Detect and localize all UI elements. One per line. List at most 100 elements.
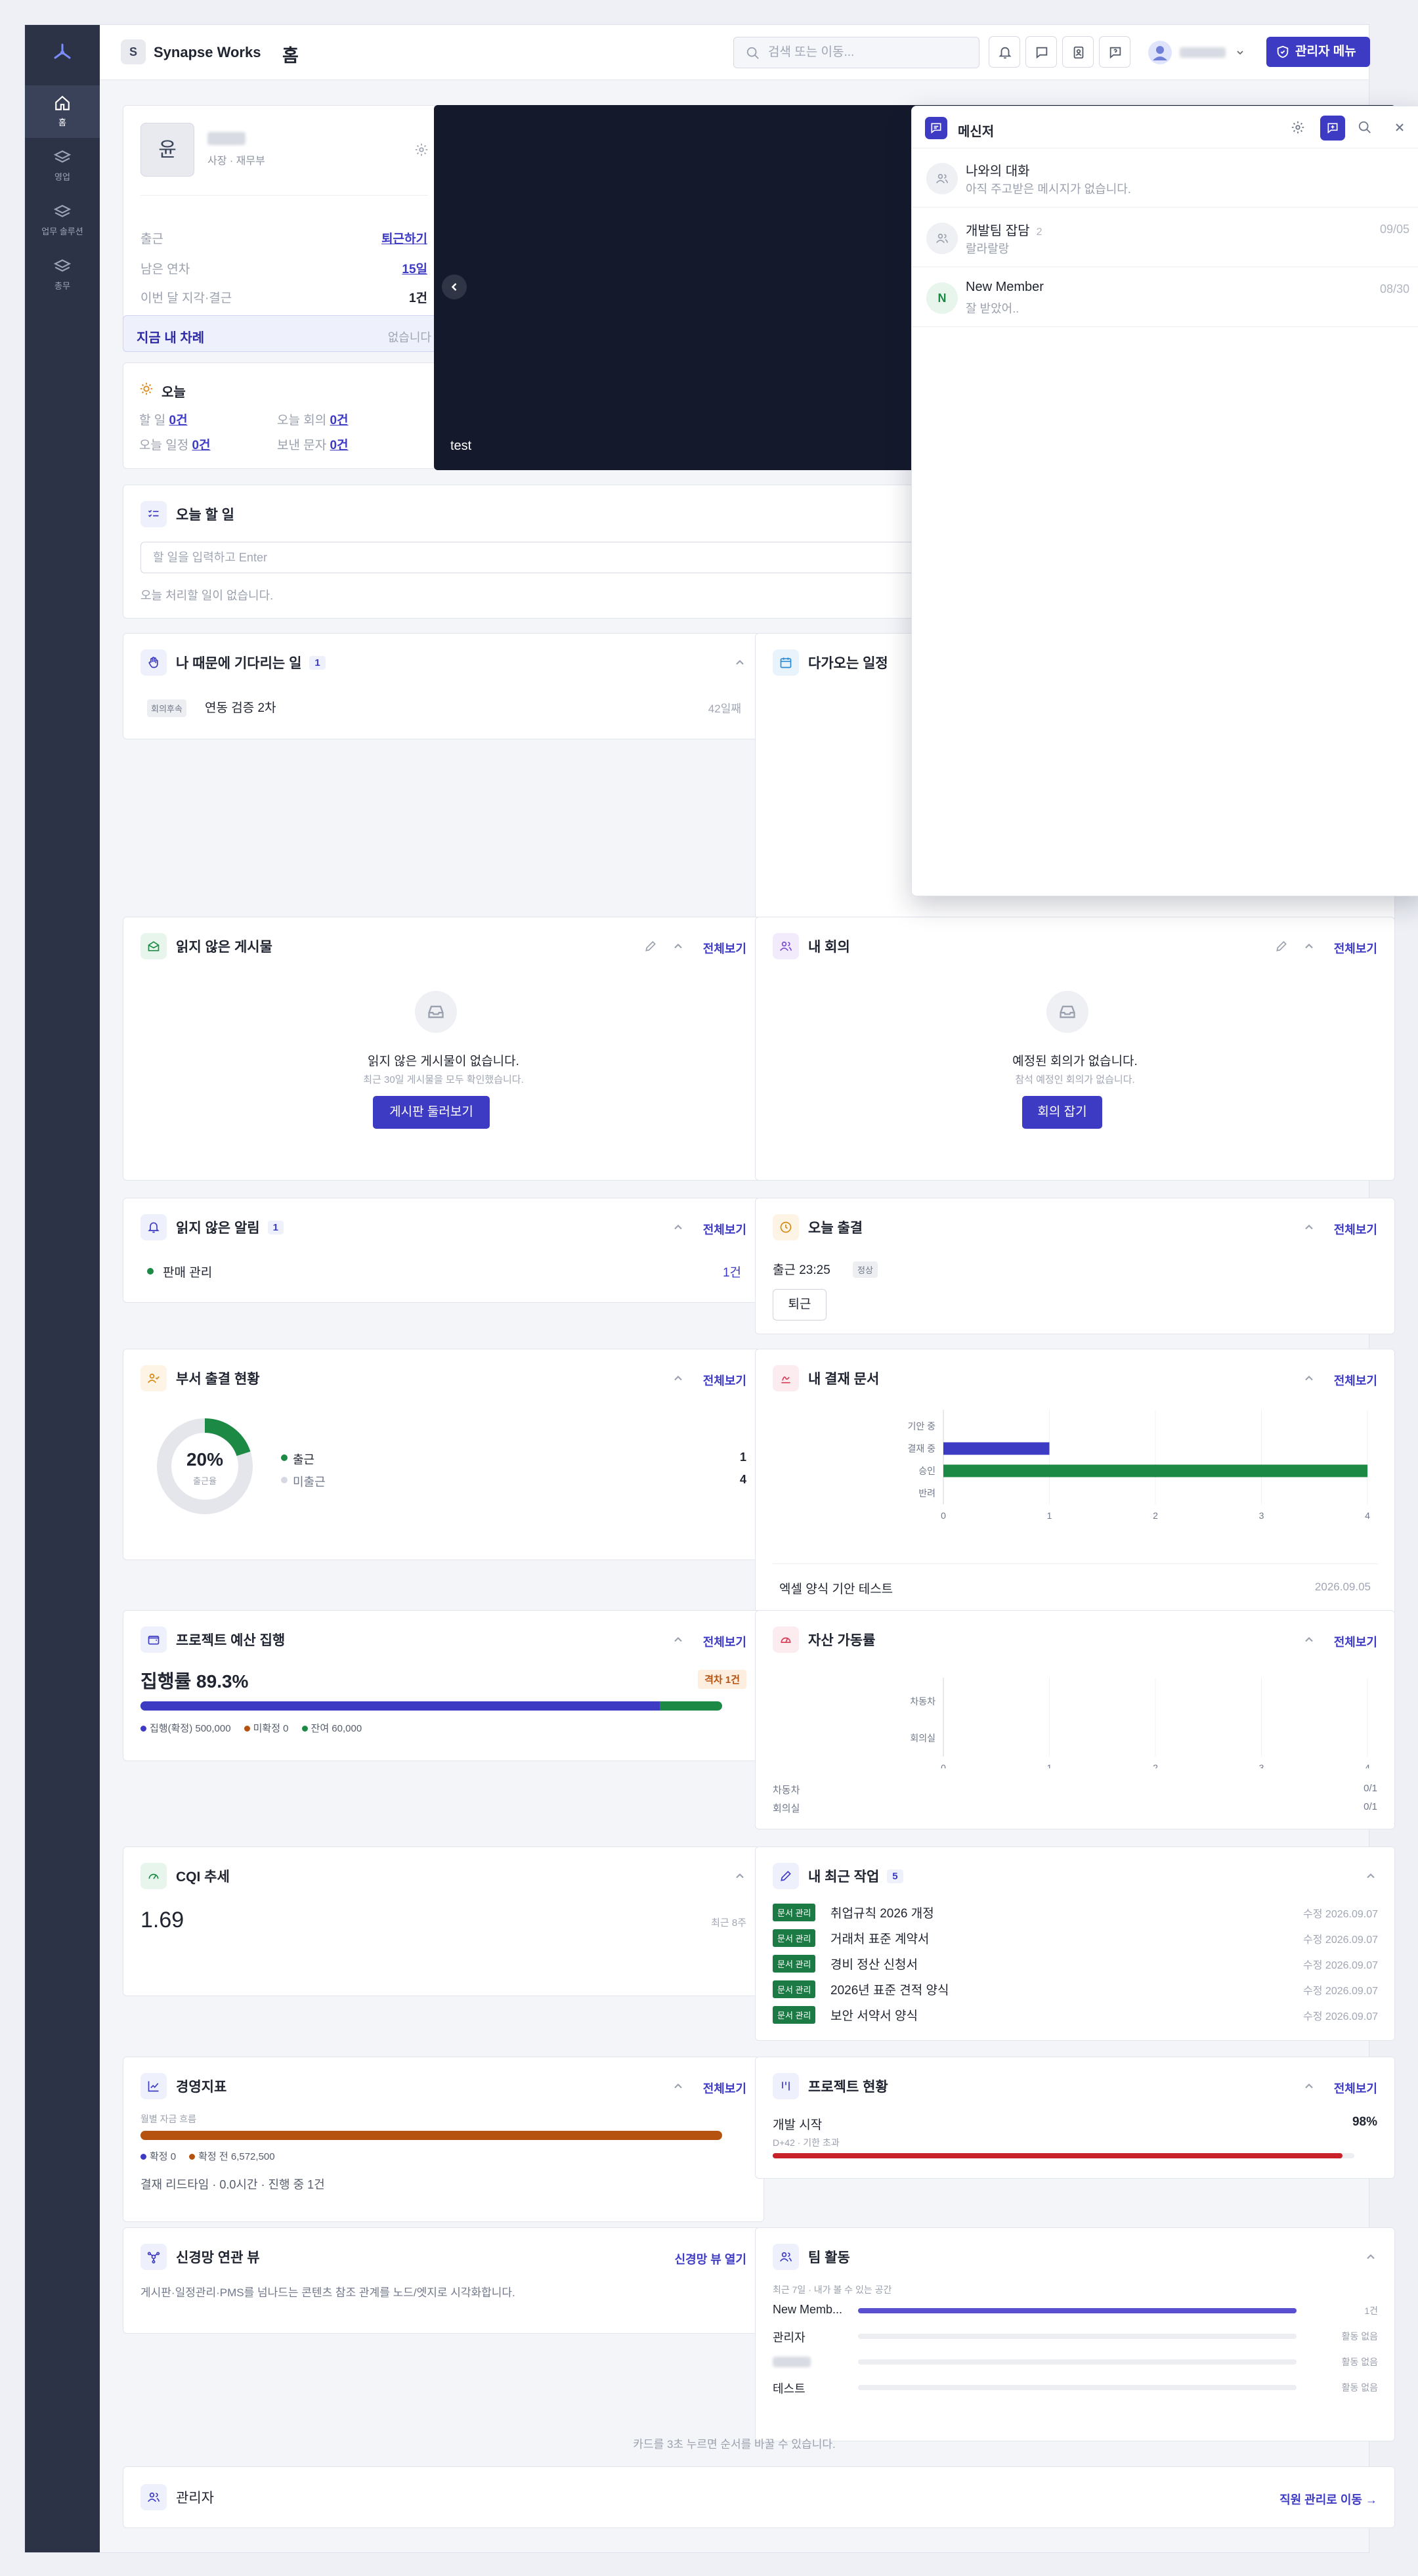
today-todo[interactable]: 할 일 0건 [139, 410, 188, 428]
project-name[interactable]: 개발 시작 [773, 2118, 823, 2132]
gear-icon[interactable] [414, 142, 429, 157]
today-sms-value[interactable]: 0건 [330, 439, 349, 452]
activity-value: 활동 없음 [1341, 2331, 1378, 2342]
collapse-icon[interactable] [672, 940, 685, 953]
admin-card: 관리자 직원 관리로 이동 → [123, 2466, 1395, 2528]
edit-icon[interactable] [644, 940, 657, 953]
workspace-badge[interactable]: S [121, 39, 146, 64]
messenger-panel: 메신저 나와의 대화 아직 주고받은 메시지가 없습니다. 개발팀 잡담 2 랄라랄랑 0… [911, 106, 1418, 896]
assets-card: 자산 가동률 전체보기 0 1 2 3 4 차동차 회의실 차동차 0/1 회의실 0/1 [755, 1610, 1395, 1829]
sidebar-item-work-solution[interactable]: 업무 솔루션 [25, 194, 100, 247]
projects-view-all[interactable]: 전체보기 [1333, 2082, 1377, 2095]
collapse-icon[interactable] [1302, 940, 1316, 953]
today-schedule[interactable]: 오늘 일정 0건 [139, 435, 211, 453]
y-tick-label: 회의실 [910, 1733, 935, 1743]
list-item[interactable]: 문서 관리 보안 서약서 양식 수정 2026.09.07 [773, 2005, 1378, 2024]
waiting-item-tag: 회의후속 [147, 699, 186, 717]
my-turn-bar[interactable]: 지금 내 차례 없습니다 [123, 315, 445, 352]
waiting-item[interactable]: 회의후속 연동 검증 2차 42일째 [147, 697, 741, 719]
sidebar-item-general-affairs[interactable]: 총무 [25, 249, 100, 301]
new-chat-icon [1327, 123, 1338, 134]
collapse-icon[interactable] [672, 1221, 685, 1234]
today-schedule-value[interactable]: 0건 [192, 439, 211, 452]
leave-days-link[interactable]: 15일 [402, 263, 427, 276]
contacts-button[interactable] [1062, 36, 1094, 68]
collapse-icon[interactable] [733, 1869, 746, 1883]
search-icon[interactable] [1358, 120, 1372, 135]
approval-doc-title[interactable]: 엑셀 양식 기안 테스트 [779, 1583, 893, 1596]
list-item[interactable]: 문서 관리 경비 정산 신청서 수정 2026.09.07 [773, 1954, 1378, 1973]
bell-icon [140, 1214, 167, 1240]
kpi-card: 경영지표 전체보기 월별 자금 흐름 확정 0 확정 전 6,572,500 결… [123, 2057, 764, 2222]
list-item[interactable]: 문서 관리 거래처 표준 계약서 수정 2026.09.07 [773, 1928, 1378, 1948]
user-menu[interactable] [1148, 38, 1253, 67]
my-meetings-title: 내 회의 [808, 940, 850, 955]
speedometer-icon [140, 1863, 167, 1889]
bar-mark [943, 1464, 1367, 1477]
today-todo-value[interactable]: 0건 [169, 414, 188, 427]
schedule-meeting-button[interactable]: 회의 잡기 [1022, 1096, 1102, 1129]
today-meetings-value[interactable]: 0건 [330, 414, 349, 427]
alert-item[interactable]: 판매 관리 1건 [147, 1263, 741, 1282]
collapse-icon[interactable] [1364, 2250, 1377, 2263]
close-icon[interactable] [1393, 121, 1406, 134]
assets-view-all[interactable]: 전체보기 [1333, 1636, 1377, 1649]
unread-alerts-view-all[interactable]: 전체보기 [702, 1223, 746, 1236]
collapse-icon[interactable] [1302, 1372, 1316, 1385]
today-schedule-label: 오늘 일정 [139, 439, 189, 452]
activity-bar-fill [858, 2308, 1297, 2313]
collapse-icon[interactable] [1364, 1869, 1377, 1883]
app-frame: 홈 영업 업무 솔루션 총무 S Synapse Works 홈 검색 또는 이… [25, 25, 1418, 2552]
staff-manage-link[interactable]: 직원 관리로 이동 → [1279, 2493, 1377, 2506]
list-item[interactable]: 문서 관리 취업규칙 2026 개정 수정 2026.09.07 [773, 1902, 1378, 1922]
today-meetings[interactable]: 오늘 회의 0건 [277, 410, 349, 428]
admin-menu-button[interactable]: 관리자 메뉴 [1266, 37, 1370, 67]
unread-posts-empty-title: 읽지 않은 게시물이 없습니다. [368, 1055, 519, 1068]
approvals-view-all[interactable]: 전체보기 [1333, 1374, 1377, 1387]
collapse-icon[interactable] [733, 656, 746, 669]
attendance-view-all[interactable]: 전체보기 [1333, 1223, 1377, 1236]
gear-icon[interactable] [1291, 120, 1305, 135]
help-button[interactable] [1099, 36, 1130, 68]
workspace-name[interactable]: Synapse Works [154, 44, 261, 60]
collapse-icon[interactable] [672, 1372, 685, 1385]
clock-out-link[interactable]: 퇴근하기 [381, 232, 427, 246]
browse-board-button[interactable]: 게시판 둘러보기 [373, 1096, 490, 1129]
mail-open-icon [140, 933, 167, 959]
recent-header: 내 최근 작업 5 [773, 1863, 903, 1889]
todo-input[interactable]: 할 일을 입력하고 Enter [140, 542, 928, 573]
app-logo-icon[interactable] [49, 39, 75, 66]
collapse-icon[interactable] [672, 1633, 685, 1646]
search-input[interactable]: 검색 또는 이동... [733, 37, 979, 68]
collapse-icon[interactable] [1302, 1221, 1316, 1234]
conversation-item[interactable]: N New Member 잘 받았어.. 08/30 [912, 268, 1418, 327]
collapse-icon[interactable] [672, 2080, 685, 2093]
banner-prev-button[interactable] [442, 274, 467, 299]
budget-view-all[interactable]: 전체보기 [702, 1636, 746, 1649]
profile-role: 사장 · 재무부 [207, 156, 265, 167]
today-sms[interactable]: 보낸 문자 0건 [277, 435, 349, 453]
asset-row-room-label: 회의실 [773, 1803, 800, 1814]
new-chat-button[interactable] [1320, 116, 1345, 141]
page-title: 홈 [282, 46, 299, 66]
collapse-icon[interactable] [1302, 2080, 1316, 2093]
kpi-view-all[interactable]: 전체보기 [702, 2082, 746, 2095]
my-meetings-empty-title: 예정된 회의가 없습니다. [1012, 1055, 1138, 1068]
notifications-button[interactable] [989, 36, 1020, 68]
dept-view-all[interactable]: 전체보기 [702, 1374, 746, 1387]
clock-out-button[interactable]: 퇴근 [773, 1289, 827, 1321]
collapse-icon[interactable] [1302, 1633, 1316, 1646]
conversation-date: 08/30 [1379, 282, 1409, 295]
conversation-item[interactable]: 개발팀 잡담 2 랄라랄랑 09/05 [912, 208, 1418, 267]
sidebar-item-home[interactable]: 홈 [25, 85, 100, 138]
graph-open-link[interactable]: 신경망 뷰 열기 [674, 2253, 746, 2266]
unread-posts-view-all[interactable]: 전체보기 [702, 942, 746, 955]
my-meetings-view-all[interactable]: 전체보기 [1333, 942, 1377, 955]
conversation-item[interactable]: 나와의 대화 아직 주고받은 메시지가 없습니다. [912, 148, 1418, 207]
messenger-button[interactable] [1025, 36, 1057, 68]
conversation-name: 개발팀 잡담 2 [966, 224, 1042, 238]
list-item[interactable]: 문서 관리 2026년 표준 견적 양식 수정 2026.09.07 [773, 1979, 1378, 1999]
sidebar-item-sales[interactable]: 영업 [25, 140, 100, 192]
edit-icon[interactable] [1275, 940, 1288, 953]
